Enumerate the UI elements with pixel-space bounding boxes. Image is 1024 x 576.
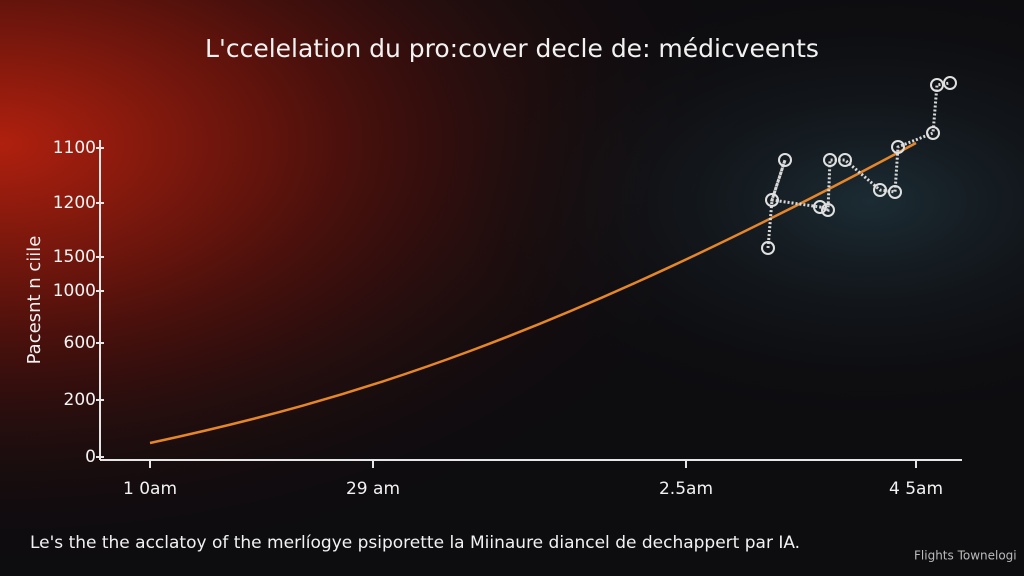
atom <box>873 183 887 197</box>
title: L'ccelelation du pro:cover decle de: méd… <box>205 34 819 63</box>
y-tick-label: 0 <box>85 447 96 467</box>
y-axis-title: Pacesnt n ciile <box>24 236 45 365</box>
footer: Flights Townelogi <box>914 549 1017 563</box>
atom <box>943 76 957 90</box>
x-tick-label: 2.5am <box>659 479 713 499</box>
x-tick-label: 4 5am <box>889 479 943 499</box>
y-tick-label: 1100 <box>53 138 96 158</box>
atom <box>838 153 852 167</box>
atom <box>821 203 835 217</box>
y-tick-label: 600 <box>64 333 96 353</box>
caption: Le's the the acclatoy of the merlíogye p… <box>30 533 800 553</box>
atom <box>888 185 902 199</box>
atom <box>778 153 792 167</box>
atom <box>765 193 779 207</box>
y-tick-label: 200 <box>64 390 96 410</box>
x-tick-label: 1 0am <box>123 479 177 499</box>
atom <box>926 126 940 140</box>
atom <box>930 78 944 92</box>
y-tick-label: 1500 <box>53 247 96 267</box>
x-tick-label: 29 am <box>346 479 400 499</box>
atom <box>813 200 827 214</box>
atom <box>761 241 775 255</box>
y-tick-label: 1000 <box>53 281 96 301</box>
axes <box>99 140 962 461</box>
atom <box>891 140 905 154</box>
atom <box>823 153 837 167</box>
curve <box>149 141 917 445</box>
y-tick-label: 1200 <box>53 193 96 213</box>
